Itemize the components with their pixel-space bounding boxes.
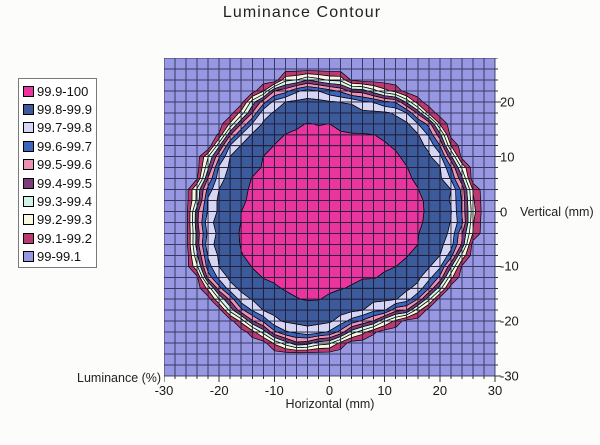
x-axis-title: Horizontal (mm) [285, 397, 375, 411]
y-tick-label: -30 [500, 368, 519, 384]
legend-title-luminance-unit: Luminance (%) [77, 371, 162, 385]
legend-swatch [23, 232, 34, 244]
chart-title: Luminance Contour [222, 4, 382, 21]
legend-label: 99.1-99.2 [37, 230, 92, 246]
y-axis-title: Vertical (mm) [520, 205, 594, 219]
legend-item: 99.7-99.8 [23, 119, 96, 137]
legend-label: 99.2-99.3 [37, 212, 92, 228]
legend-label: 99.6-99.7 [37, 138, 92, 154]
legend-label: 99.8-99.9 [37, 102, 92, 118]
legend-swatch [23, 159, 34, 171]
y-tick-label: -10 [500, 258, 519, 274]
legend-item: 99.8-99.9 [23, 100, 96, 118]
legend-swatch [23, 196, 34, 208]
legend-items: 99.9-100 99.8-99.9 99.7-99.8 99.6-99.7 99.5-… [23, 82, 96, 266]
legend-item: 99.1-99.2 [23, 229, 96, 247]
x-tick-label: 10 [377, 383, 392, 398]
legend-swatch [23, 140, 34, 152]
y-tick-label: -20 [500, 313, 519, 329]
plot-gridlines [164, 58, 496, 377]
y-tick-label: 10 [500, 149, 515, 165]
legend: 99.9-100 99.8-99.9 99.7-99.8 99.6-99.7 99.5-… [18, 78, 97, 268]
legend-item: 99.3-99.4 [23, 192, 96, 210]
x-tick-label: -30 [154, 383, 174, 398]
legend-item: 99.2-99.3 [23, 211, 96, 229]
legend-swatch [23, 214, 34, 226]
axis-ticks [164, 58, 501, 382]
legend-label: 99.4-99.5 [37, 175, 92, 191]
contour-plot [164, 58, 501, 382]
legend-label: 99-99.1 [37, 249, 82, 265]
x-tick-label: 30 [487, 383, 503, 398]
legend-item: 99.9-100 [23, 82, 96, 100]
legend-item: 99.5-99.6 [23, 156, 96, 174]
x-tick-label: -10 [264, 383, 284, 398]
legend-label: 99.7-99.8 [37, 120, 92, 136]
x-tick-label: 0 [325, 383, 334, 398]
legend-item: 99.6-99.7 [23, 137, 96, 155]
y-tick-label: 0 [500, 204, 508, 220]
legend-item: 99-99.1 [23, 248, 96, 266]
legend-swatch [23, 177, 34, 189]
legend-label: 99.9-100 [37, 83, 89, 99]
legend-swatch [23, 85, 34, 97]
y-tick-label: 20 [500, 94, 515, 110]
legend-item: 99.4-99.5 [23, 174, 96, 192]
x-tick-label: -20 [209, 383, 229, 398]
legend-label: 99.5-99.6 [37, 157, 92, 173]
legend-swatch [23, 122, 34, 134]
legend-swatch [23, 104, 34, 116]
legend-swatch [23, 251, 34, 263]
x-tick-label: 20 [432, 383, 448, 398]
legend-label: 99.3-99.4 [37, 194, 92, 210]
